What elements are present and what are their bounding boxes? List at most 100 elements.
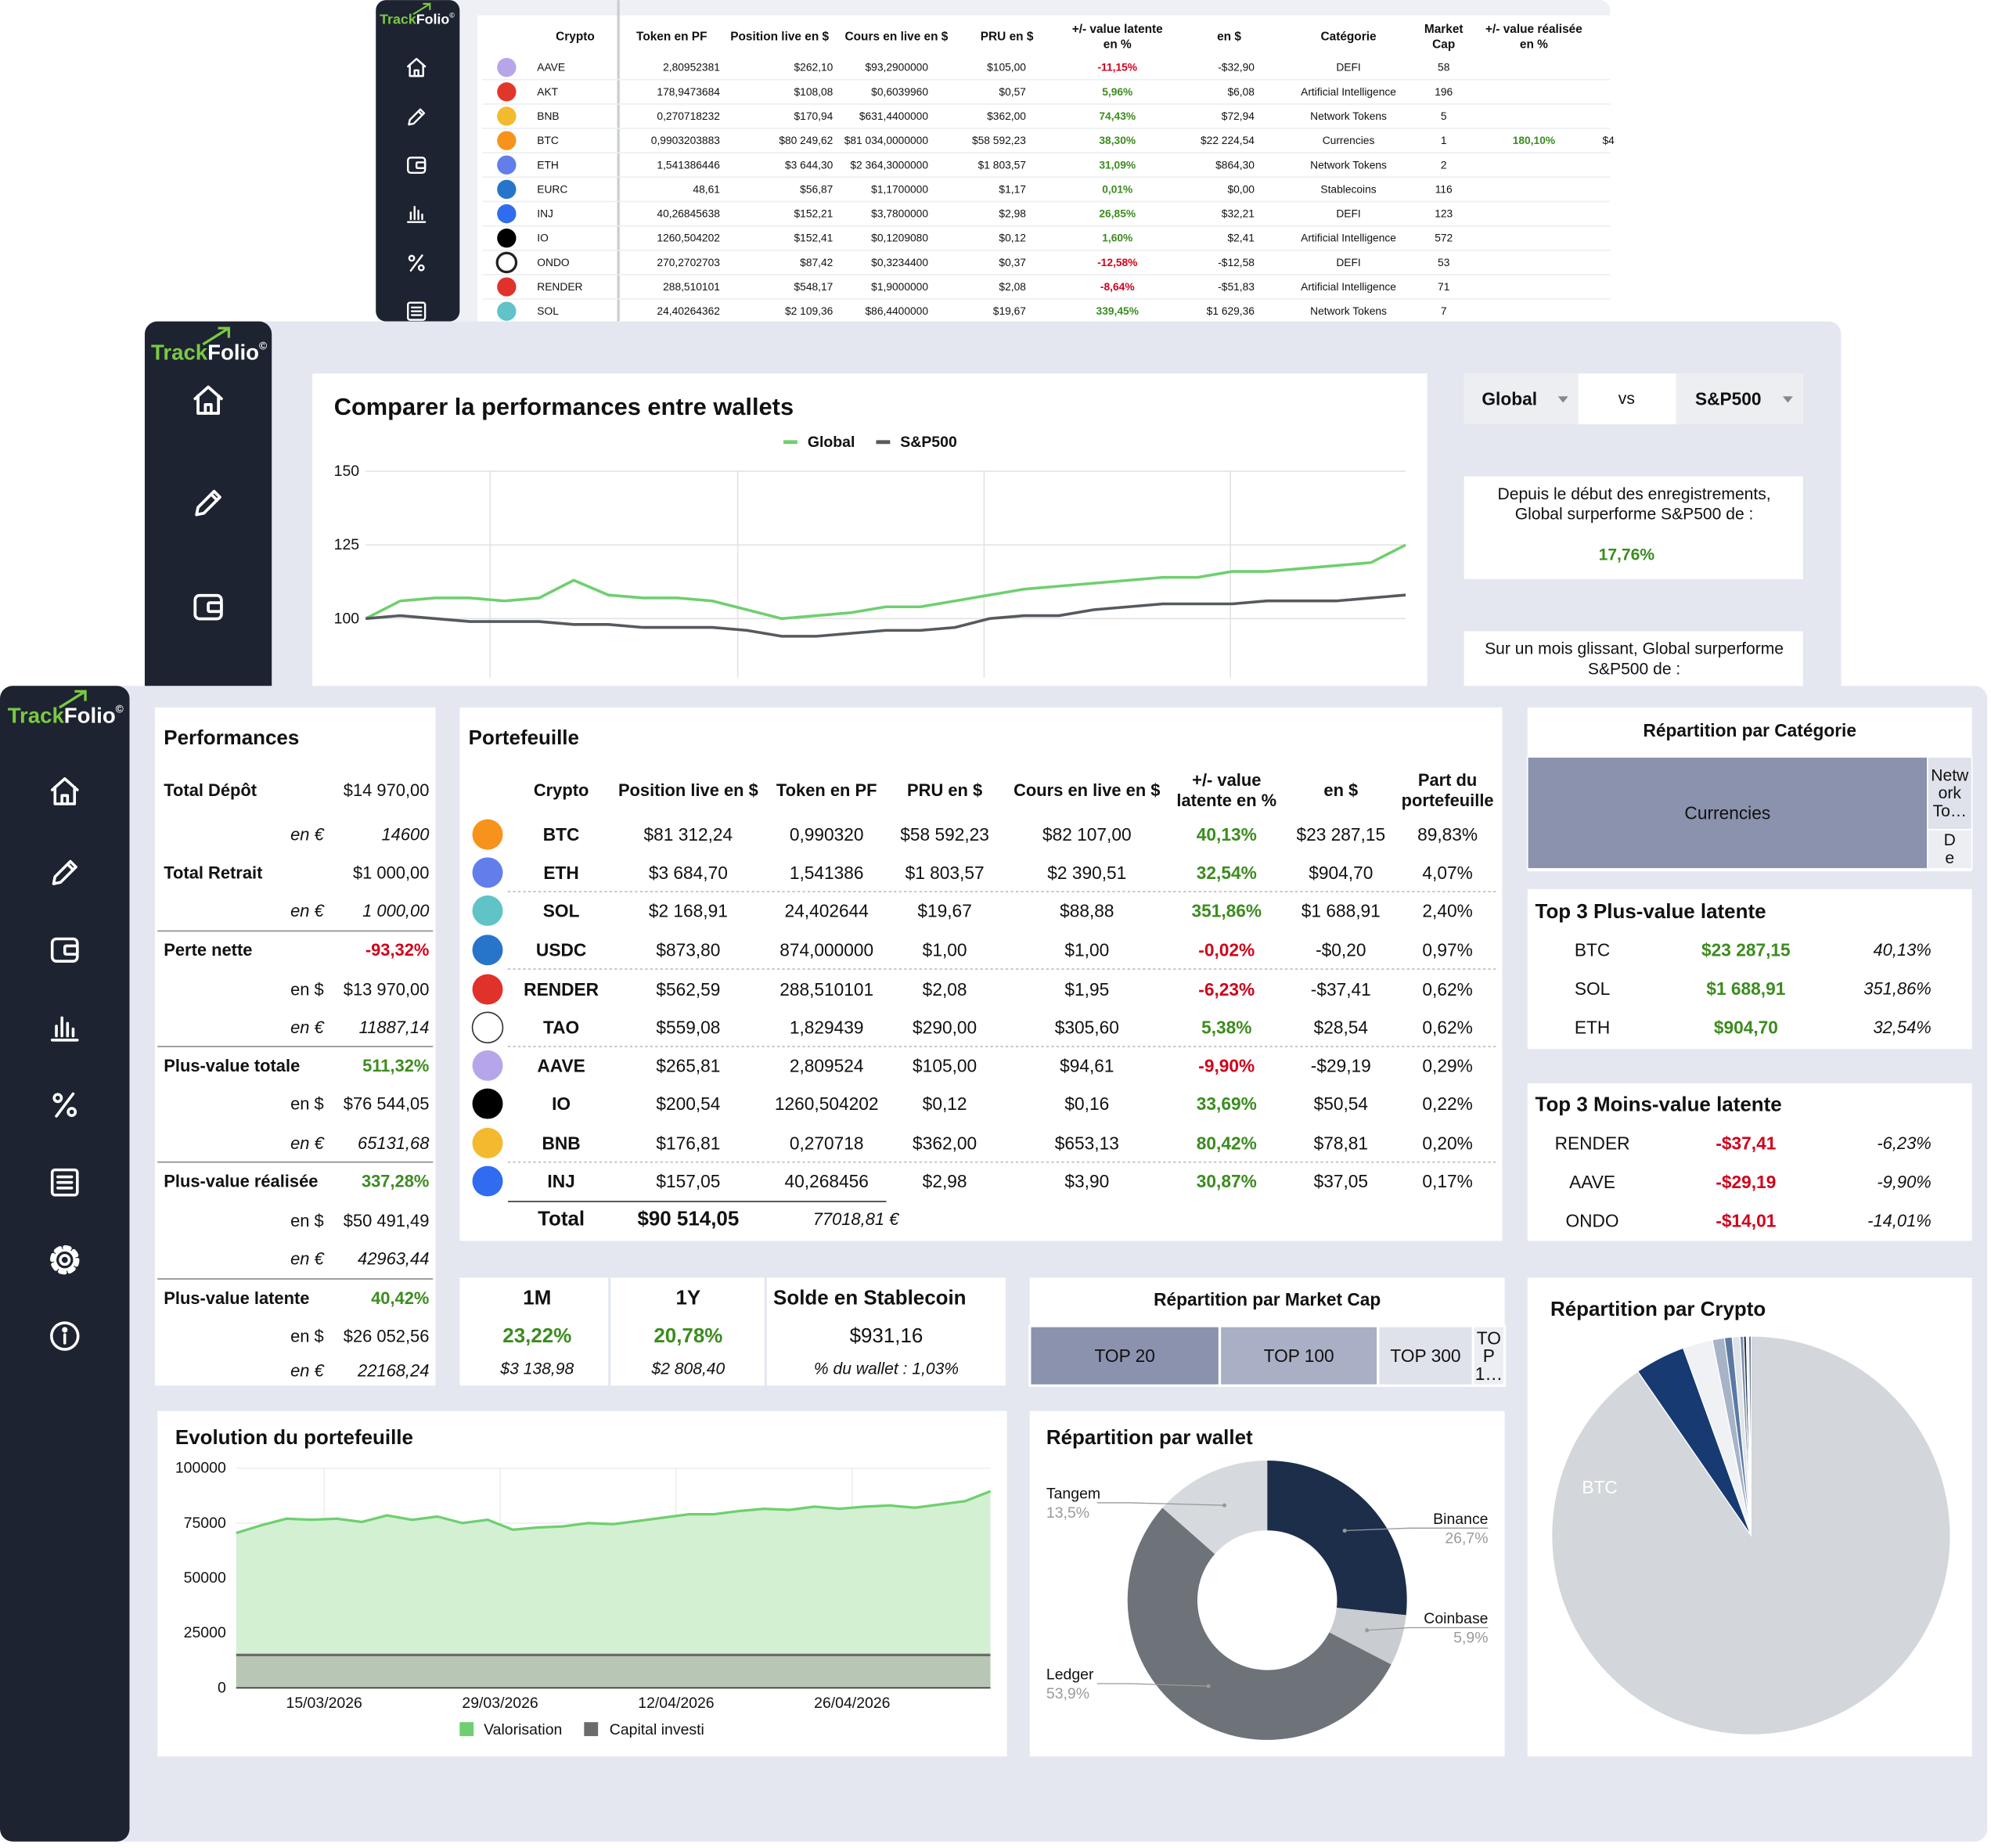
table-cell: 0,9903203883	[651, 135, 720, 146]
row-label: RENDER	[1555, 1133, 1630, 1153]
nav-icon[interactable]	[408, 254, 425, 272]
table-cell: $548,17	[794, 281, 833, 293]
table-header: Market	[1424, 23, 1464, 36]
donut-slice	[1127, 1508, 1392, 1740]
table-header: en %	[1104, 38, 1132, 51]
row-value: $1 000,00	[353, 863, 429, 882]
row-label: AAVE	[1569, 1172, 1615, 1192]
row-value: 511,32%	[362, 1056, 429, 1075]
nav-icon[interactable]	[50, 1245, 80, 1275]
table-cell: 38,30%	[1099, 135, 1136, 146]
table-cell: ETH	[543, 863, 578, 883]
icon-stroke	[209, 492, 219, 502]
leader-dot	[1365, 1628, 1370, 1633]
back-sidebar	[376, 0, 460, 322]
table-header: +/- value réalisée	[1485, 23, 1582, 36]
stablecoin-value: $931,16	[850, 1325, 923, 1347]
table-cell: $170,94	[794, 110, 833, 122]
row-amount: $23 287,15	[1701, 940, 1791, 960]
table-header: en %	[1520, 38, 1548, 51]
row-label: en $	[290, 1211, 324, 1230]
slice-label: Binance	[1433, 1511, 1488, 1528]
nav-icon[interactable]	[406, 206, 427, 223]
table-cell: -$29,19	[1311, 1055, 1371, 1075]
table-cell: -$37,41	[1311, 979, 1371, 1000]
table-cell: $108,08	[794, 86, 833, 98]
treemap-label: Currencies	[1684, 803, 1770, 823]
row-label: en €	[290, 825, 325, 845]
nav-icon[interactable]	[50, 1016, 79, 1042]
table-cell: 71	[1438, 281, 1449, 293]
nav-icon[interactable]	[406, 57, 427, 77]
row-label: Perte nette	[164, 940, 252, 960]
brand-folio: Folio	[416, 12, 450, 27]
table-cell: $3 644,30	[785, 159, 833, 171]
coin-icon	[472, 1088, 503, 1119]
icon-stroke	[50, 1016, 79, 1042]
selector-left[interactable]	[1464, 373, 1579, 425]
table-cell: $904,70	[1309, 863, 1373, 883]
slice-value: 5,9%	[1453, 1630, 1488, 1647]
row-value: 14600	[382, 825, 430, 845]
row-pct: 40,13%	[1873, 940, 1931, 960]
icon-stroke	[67, 1107, 77, 1118]
nav-icon[interactable]	[50, 1321, 80, 1351]
y-tick-label: 25000	[184, 1624, 226, 1641]
x-tick-label: 26/04/2026	[814, 1695, 890, 1712]
x-tick-label: 12/04/2026	[638, 1695, 714, 1712]
table-cell: EURC	[537, 183, 567, 195]
table-cell: $37,05	[1314, 1171, 1368, 1191]
row-label: SOL	[1575, 978, 1610, 999]
nav-icon[interactable]	[193, 385, 223, 415]
back-table-card	[477, 15, 1611, 322]
nav-icon[interactable]	[406, 157, 427, 175]
table-header: portefeuille	[1402, 791, 1494, 810]
compare-card	[312, 373, 1428, 704]
row-value: 1 000,00	[362, 901, 429, 920]
nav-icon[interactable]	[50, 1168, 79, 1197]
table-cell: 80,42%	[1197, 1133, 1257, 1153]
table-cell: 288,510101	[663, 281, 720, 293]
table-cell: 1,60%	[1102, 232, 1132, 244]
table-cell: 0,17%	[1422, 1171, 1472, 1191]
table-cell: 40,268456	[785, 1171, 869, 1191]
table-header: Crypto	[556, 31, 595, 44]
table-cell: -$0,20	[1316, 940, 1366, 960]
nav-icon[interactable]	[406, 301, 427, 321]
coin-icon	[472, 1127, 503, 1158]
row-label: BTC	[1575, 940, 1610, 960]
icon-stroke	[415, 161, 427, 169]
row-value: 42963,44	[358, 1249, 429, 1269]
slice-value: 13,5%	[1046, 1504, 1089, 1522]
coin-icon	[471, 1011, 504, 1044]
table-header: Catégorie	[1321, 31, 1377, 44]
nav-icon[interactable]	[408, 108, 426, 126]
note-text: Global surperforme S&P500 de :	[1515, 506, 1754, 524]
leader-line	[1096, 1683, 1209, 1687]
nav-icon[interactable]	[195, 489, 221, 517]
leader-line	[1096, 1502, 1225, 1506]
nav-icon[interactable]	[193, 593, 223, 621]
brand-track: Track	[8, 703, 65, 727]
nav-icon[interactable]	[52, 1092, 77, 1118]
nav-icon[interactable]	[50, 937, 79, 963]
nav-icon[interactable]	[50, 777, 79, 805]
table-cell: $0,00	[1227, 183, 1255, 195]
table-cell: 1,541386	[790, 863, 864, 883]
nav-icon[interactable]	[52, 859, 77, 885]
row-label: en $	[290, 1326, 324, 1345]
selector-right[interactable]	[1676, 373, 1803, 425]
table-header: PRU en $	[981, 31, 1034, 44]
table-cell: DEFI	[1336, 257, 1360, 268]
table-cell: ONDO	[537, 257, 570, 268]
table-cell: $1 688,91	[1302, 900, 1381, 920]
card-title: Performances	[164, 727, 299, 749]
card-title: Portefeuille	[469, 727, 579, 749]
table-cell: -12,58%	[1097, 257, 1137, 268]
row-value: 40,42%	[371, 1288, 429, 1308]
table-cell: $2,08	[923, 979, 967, 1000]
table-cell: $559,08	[656, 1018, 720, 1038]
period-amount: $3 138,98	[499, 1360, 574, 1378]
table-cell: $87,42	[800, 257, 833, 268]
row-amount: -$14,01	[1716, 1210, 1776, 1230]
